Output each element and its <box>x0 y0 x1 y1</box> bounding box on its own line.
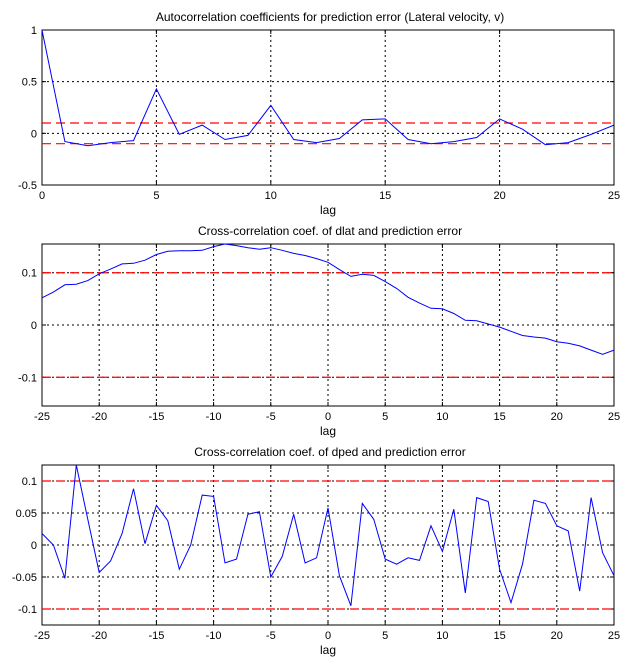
x-axis-label: lag <box>320 424 336 438</box>
x-tick-label: -20 <box>91 411 107 423</box>
series-line <box>41 464 615 606</box>
x-tick-label: 25 <box>608 411 620 423</box>
x-tick-label: -25 <box>34 411 50 423</box>
y-tick-label: 0.1 <box>22 476 37 488</box>
chart-panel-2: -25 -20 -15 -10 -5 0 5 10 15 20 25 -0.1 0 0.1 Cross-co… <box>18 224 620 438</box>
x-tick-label: 5 <box>382 630 388 642</box>
plot-area <box>41 29 615 186</box>
x-tick-label: 0 <box>325 630 331 642</box>
x-tick-label: -20 <box>91 630 107 642</box>
x-tick-label: 10 <box>436 411 448 423</box>
y-tick-label: 0.05 <box>16 508 37 520</box>
y-tick-label: 0.1 <box>22 268 37 280</box>
y-tick-label: 0 <box>31 128 37 140</box>
x-tick-label: 10 <box>436 630 448 642</box>
x-tick-label: 5 <box>153 190 159 202</box>
x-axis-label: lag <box>320 203 336 217</box>
x-tick-label: 15 <box>493 411 505 423</box>
x-tick-label: -15 <box>148 630 164 642</box>
x-tick-label: 0 <box>39 190 45 202</box>
x-tick-label: -25 <box>34 630 50 642</box>
x-tick-label: 25 <box>608 630 620 642</box>
x-tick-label: -10 <box>206 630 222 642</box>
y-tick-label: 0 <box>31 540 37 552</box>
y-tick-label: 0.5 <box>22 77 37 89</box>
x-tick-label: 0 <box>325 411 331 423</box>
chart-title: Cross-correlation coef. of dped and pred… <box>194 445 465 459</box>
y-tick-label: 1 <box>31 25 37 37</box>
chart-panel-3: -25 -20 -15 -10 -5 0 5 10 15 20 25 -0.1 -0.05 0 0.05 0.… <box>12 445 620 657</box>
x-tick-label: 25 <box>608 190 620 202</box>
y-tick-label: -0.05 <box>12 572 37 584</box>
series-line <box>41 29 615 147</box>
x-tick-label: 15 <box>379 190 391 202</box>
series-line <box>41 243 615 355</box>
x-tick-label: 20 <box>551 630 563 642</box>
chart-title: Autocorrelation coefficients for predict… <box>156 10 504 24</box>
chart-title: Cross-correlation coef. of dlat and pred… <box>198 224 462 238</box>
x-tick-label: 5 <box>382 411 388 423</box>
y-tick-label: -0.5 <box>18 180 37 192</box>
x-tick-label: 20 <box>493 190 505 202</box>
x-tick-label: -5 <box>266 630 276 642</box>
x-tick-label: 20 <box>551 411 563 423</box>
x-tick-label: -5 <box>266 411 276 423</box>
y-tick-label: -0.1 <box>18 604 37 616</box>
x-tick-label: -10 <box>206 411 222 423</box>
x-tick-label: -15 <box>148 411 164 423</box>
x-tick-label: 15 <box>493 630 505 642</box>
x-axis-label: lag <box>320 643 336 657</box>
x-tick-label: 10 <box>265 190 277 202</box>
y-tick-label: -0.1 <box>18 372 37 384</box>
y-tick-label: 0 <box>31 320 37 332</box>
